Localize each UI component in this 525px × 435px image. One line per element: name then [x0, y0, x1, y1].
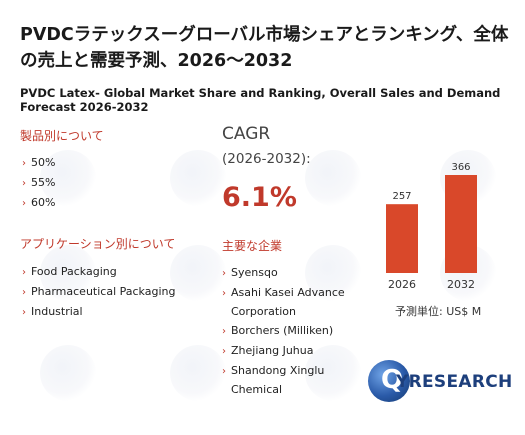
chevron-right-icon: ›	[22, 287, 26, 298]
logo-text: YRESEARCH	[396, 372, 513, 392]
unit-label: 予測単位: US$ M	[395, 305, 482, 318]
list-item[interactable]: › 55%	[22, 176, 56, 189]
product-section-heading: 製品別について	[20, 129, 104, 143]
application-section-heading: アプリケーション別について	[20, 237, 176, 251]
chevron-right-icon: ›	[222, 366, 226, 377]
chevron-right-icon: ›	[222, 268, 226, 279]
bar-2032	[445, 175, 477, 273]
forecast-bar-chart: 257 2026 366 2032	[386, 162, 477, 291]
list-item[interactable]: › Industrial	[22, 305, 83, 318]
list-item[interactable]: › 60%	[22, 196, 56, 209]
list-item[interactable]: › Pharmaceutical Packaging	[22, 285, 176, 298]
list-item[interactable]: › Asahi Kasei Advance Corporation	[222, 286, 345, 318]
cagr-label: CAGR	[222, 124, 271, 144]
list-item[interactable]: › Food Packaging	[22, 265, 117, 278]
application-list: › Food Packaging › Pharmaceutical Packagin…	[22, 262, 175, 322]
data-label-2026: 257	[392, 191, 411, 202]
qyresearch-logo: Q YRESEARCH	[368, 360, 512, 405]
companies-section-heading: 主要な企業	[222, 239, 283, 253]
chevron-right-icon: ›	[222, 326, 226, 337]
list-item[interactable]: › Borchers (Milliken)	[222, 324, 334, 337]
chevron-right-icon: ›	[222, 346, 226, 357]
chevron-right-icon: ›	[22, 267, 26, 278]
data-label-2032: 366	[451, 162, 470, 173]
globe-icon	[368, 360, 410, 402]
page-subtitle: PVDC Latex- Global Market Share and Rank…	[20, 86, 501, 114]
chevron-right-icon: ›	[22, 307, 26, 318]
cagr-value: 6.1%	[222, 182, 297, 213]
page-title: PVDCラテックスーグローバル市場シェアとランキング、全体の売上と需要予測、20…	[20, 25, 509, 71]
list-item[interactable]: › Syensqo	[222, 266, 278, 279]
list-item[interactable]: › Shandong Xinglu Chemical	[222, 364, 325, 396]
product-list: › 50% › 55% › 60%	[22, 153, 55, 213]
category-label-2032: 2032	[447, 278, 475, 291]
chevron-right-icon: ›	[22, 158, 26, 169]
cagr-period: (2026-2032):	[222, 151, 311, 167]
category-label-2026: 2026	[388, 278, 416, 291]
logo-q-letter: Q	[381, 365, 404, 395]
chevron-right-icon: ›	[222, 288, 226, 299]
list-item[interactable]: › Zhejiang Juhua	[222, 344, 314, 357]
list-item[interactable]: › 50%	[22, 156, 56, 169]
companies-list: › Syensqo › Asahi Kasei Advance Corporatio…	[222, 263, 351, 399]
chevron-right-icon: ›	[22, 178, 26, 189]
chevron-right-icon: ›	[22, 198, 26, 209]
bar-2026	[386, 204, 418, 273]
